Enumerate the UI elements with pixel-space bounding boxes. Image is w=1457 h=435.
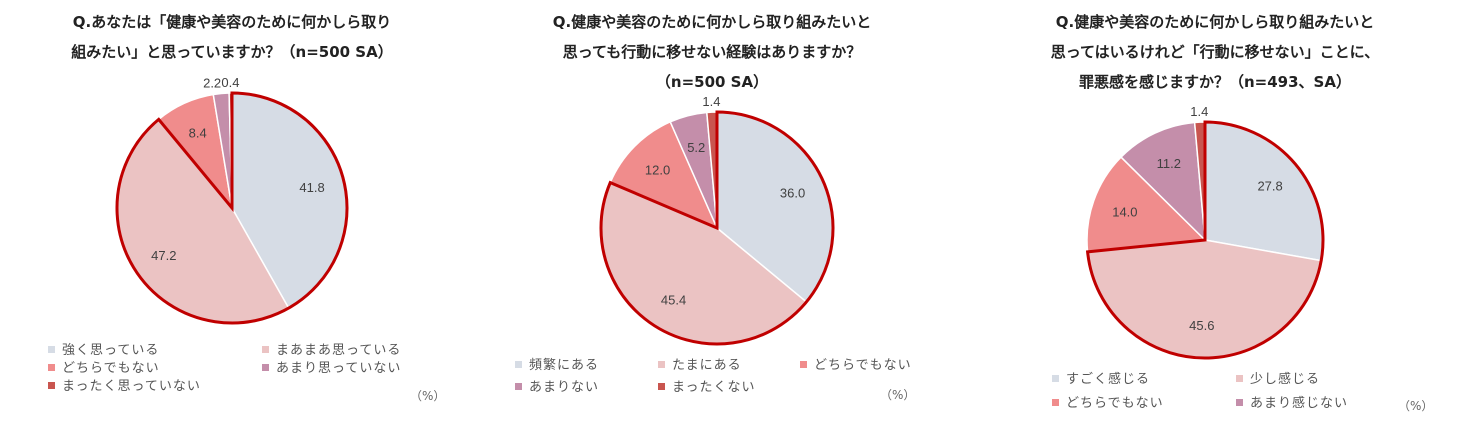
data-label: 8.4 xyxy=(189,126,207,141)
legend-item: あまり感じない xyxy=(1236,395,1348,411)
legend-swatch xyxy=(515,361,522,368)
legend-swatch xyxy=(1236,375,1243,382)
data-label: 45.6 xyxy=(1189,318,1214,333)
legend-label: すごく感じる xyxy=(1066,371,1150,387)
unit-label: （%） xyxy=(1398,399,1433,413)
legend-swatch xyxy=(262,364,269,371)
chart-title: 罪悪感を感じますか？（n=493、SA） xyxy=(1079,73,1351,91)
chart-title: Q.健康や美容のために何かしら取り組みたいと xyxy=(553,13,871,31)
pie-chart-1: Q.あなたは「健康や美容のために何かしら取り組みたい」と思っていますか？（n=5… xyxy=(48,13,445,403)
legend-label: まあまあ思っている xyxy=(276,343,401,358)
data-label: 27.8 xyxy=(1257,178,1282,193)
legend-item: 頻繁にある xyxy=(515,357,599,373)
legend-item: どちらでもない xyxy=(48,361,160,376)
legend-item: まったくない xyxy=(658,380,755,395)
legend-item: あまりない xyxy=(515,380,599,395)
chart-title: Q.健康や美容のために何かしら取り組みたいと xyxy=(1056,13,1374,31)
chart-title: （n=500 SA） xyxy=(656,73,768,91)
legend-swatch xyxy=(48,382,55,389)
legend-item: まったく思っていない xyxy=(48,379,201,394)
legend-swatch xyxy=(658,383,665,390)
chart-title: 思ってはいるけれど「行動に移せない」ことに、 xyxy=(1051,43,1380,61)
data-label: 14.0 xyxy=(1112,205,1137,220)
pie-slice xyxy=(609,120,719,230)
legend-label: あまり思っていない xyxy=(276,361,401,376)
legend-item: たまにある xyxy=(658,358,742,373)
pie-chart-3: Q.健康や美容のために何かしら取り組みたいと思ってはいるけれど「行動に移せない」… xyxy=(1051,13,1434,413)
legend-item: どちらでもない xyxy=(1052,396,1164,411)
legend-swatch xyxy=(800,361,807,368)
chart-title: 組みたい」と思っていますか？（n=500 SA） xyxy=(71,43,392,61)
legend-swatch xyxy=(1236,399,1243,406)
legend-swatch xyxy=(658,361,665,368)
legend-label: 少し感じる xyxy=(1250,371,1320,387)
legend-item: 少し感じる xyxy=(1236,371,1320,387)
data-label: 47.2 xyxy=(151,248,176,263)
legend-swatch xyxy=(48,346,55,353)
data-label: 2.2 xyxy=(203,76,221,91)
legend-label: あまり感じない xyxy=(1250,395,1348,411)
legend-label: どちらでもない xyxy=(1066,396,1164,411)
data-label: 1.4 xyxy=(1190,104,1208,119)
highlight-outline xyxy=(1085,120,1325,360)
data-label: 11.2 xyxy=(1157,156,1181,171)
data-label: 5.2 xyxy=(687,140,705,155)
legend-item: まあまあ思っている xyxy=(262,343,401,358)
legend-item: どちらでもない xyxy=(800,358,912,373)
legend-label: まったく思っていない xyxy=(62,379,201,394)
data-label: 1.4 xyxy=(702,94,720,109)
data-label: 12.0 xyxy=(645,162,670,177)
data-label: 41.8 xyxy=(299,180,324,195)
legend-swatch xyxy=(262,346,269,353)
legend-label: どちらでもない xyxy=(814,358,912,373)
chart-title: Q.あなたは「健康や美容のために何かしら取り xyxy=(73,13,391,31)
unit-label: （%） xyxy=(880,388,915,402)
unit-label: （%） xyxy=(410,389,445,403)
legend-label: 強く思っている xyxy=(62,343,159,358)
legend-swatch xyxy=(515,383,522,390)
legend-swatch xyxy=(48,364,55,371)
pie-slice xyxy=(1119,121,1206,242)
data-label: 0.4 xyxy=(221,75,239,90)
highlight-outline xyxy=(599,110,835,346)
pie-chart-2: Q.健康や美容のために何かしら取り組みたいと思っても行動に移せない経験はあります… xyxy=(515,13,915,402)
legend-label: あまりない xyxy=(529,380,599,395)
legend-label: どちらでもない xyxy=(62,361,160,376)
pie-slice xyxy=(1086,239,1323,359)
legend-label: 頻繁にある xyxy=(529,357,599,373)
data-label: 36.0 xyxy=(780,185,805,200)
legend-item: すごく感じる xyxy=(1052,371,1150,387)
data-label: 45.4 xyxy=(661,292,686,307)
legend-label: たまにある xyxy=(672,358,742,373)
legend-item: あまり思っていない xyxy=(262,361,401,376)
legend-item: 強く思っている xyxy=(48,343,159,358)
legend-swatch xyxy=(1052,375,1059,382)
legend-label: まったくない xyxy=(672,380,755,395)
pie-slice xyxy=(1086,156,1207,253)
chart-title: 思っても行動に移せない経験はありますか？ xyxy=(563,43,862,61)
highlight-outline xyxy=(115,91,349,325)
legend-swatch xyxy=(1052,399,1059,406)
